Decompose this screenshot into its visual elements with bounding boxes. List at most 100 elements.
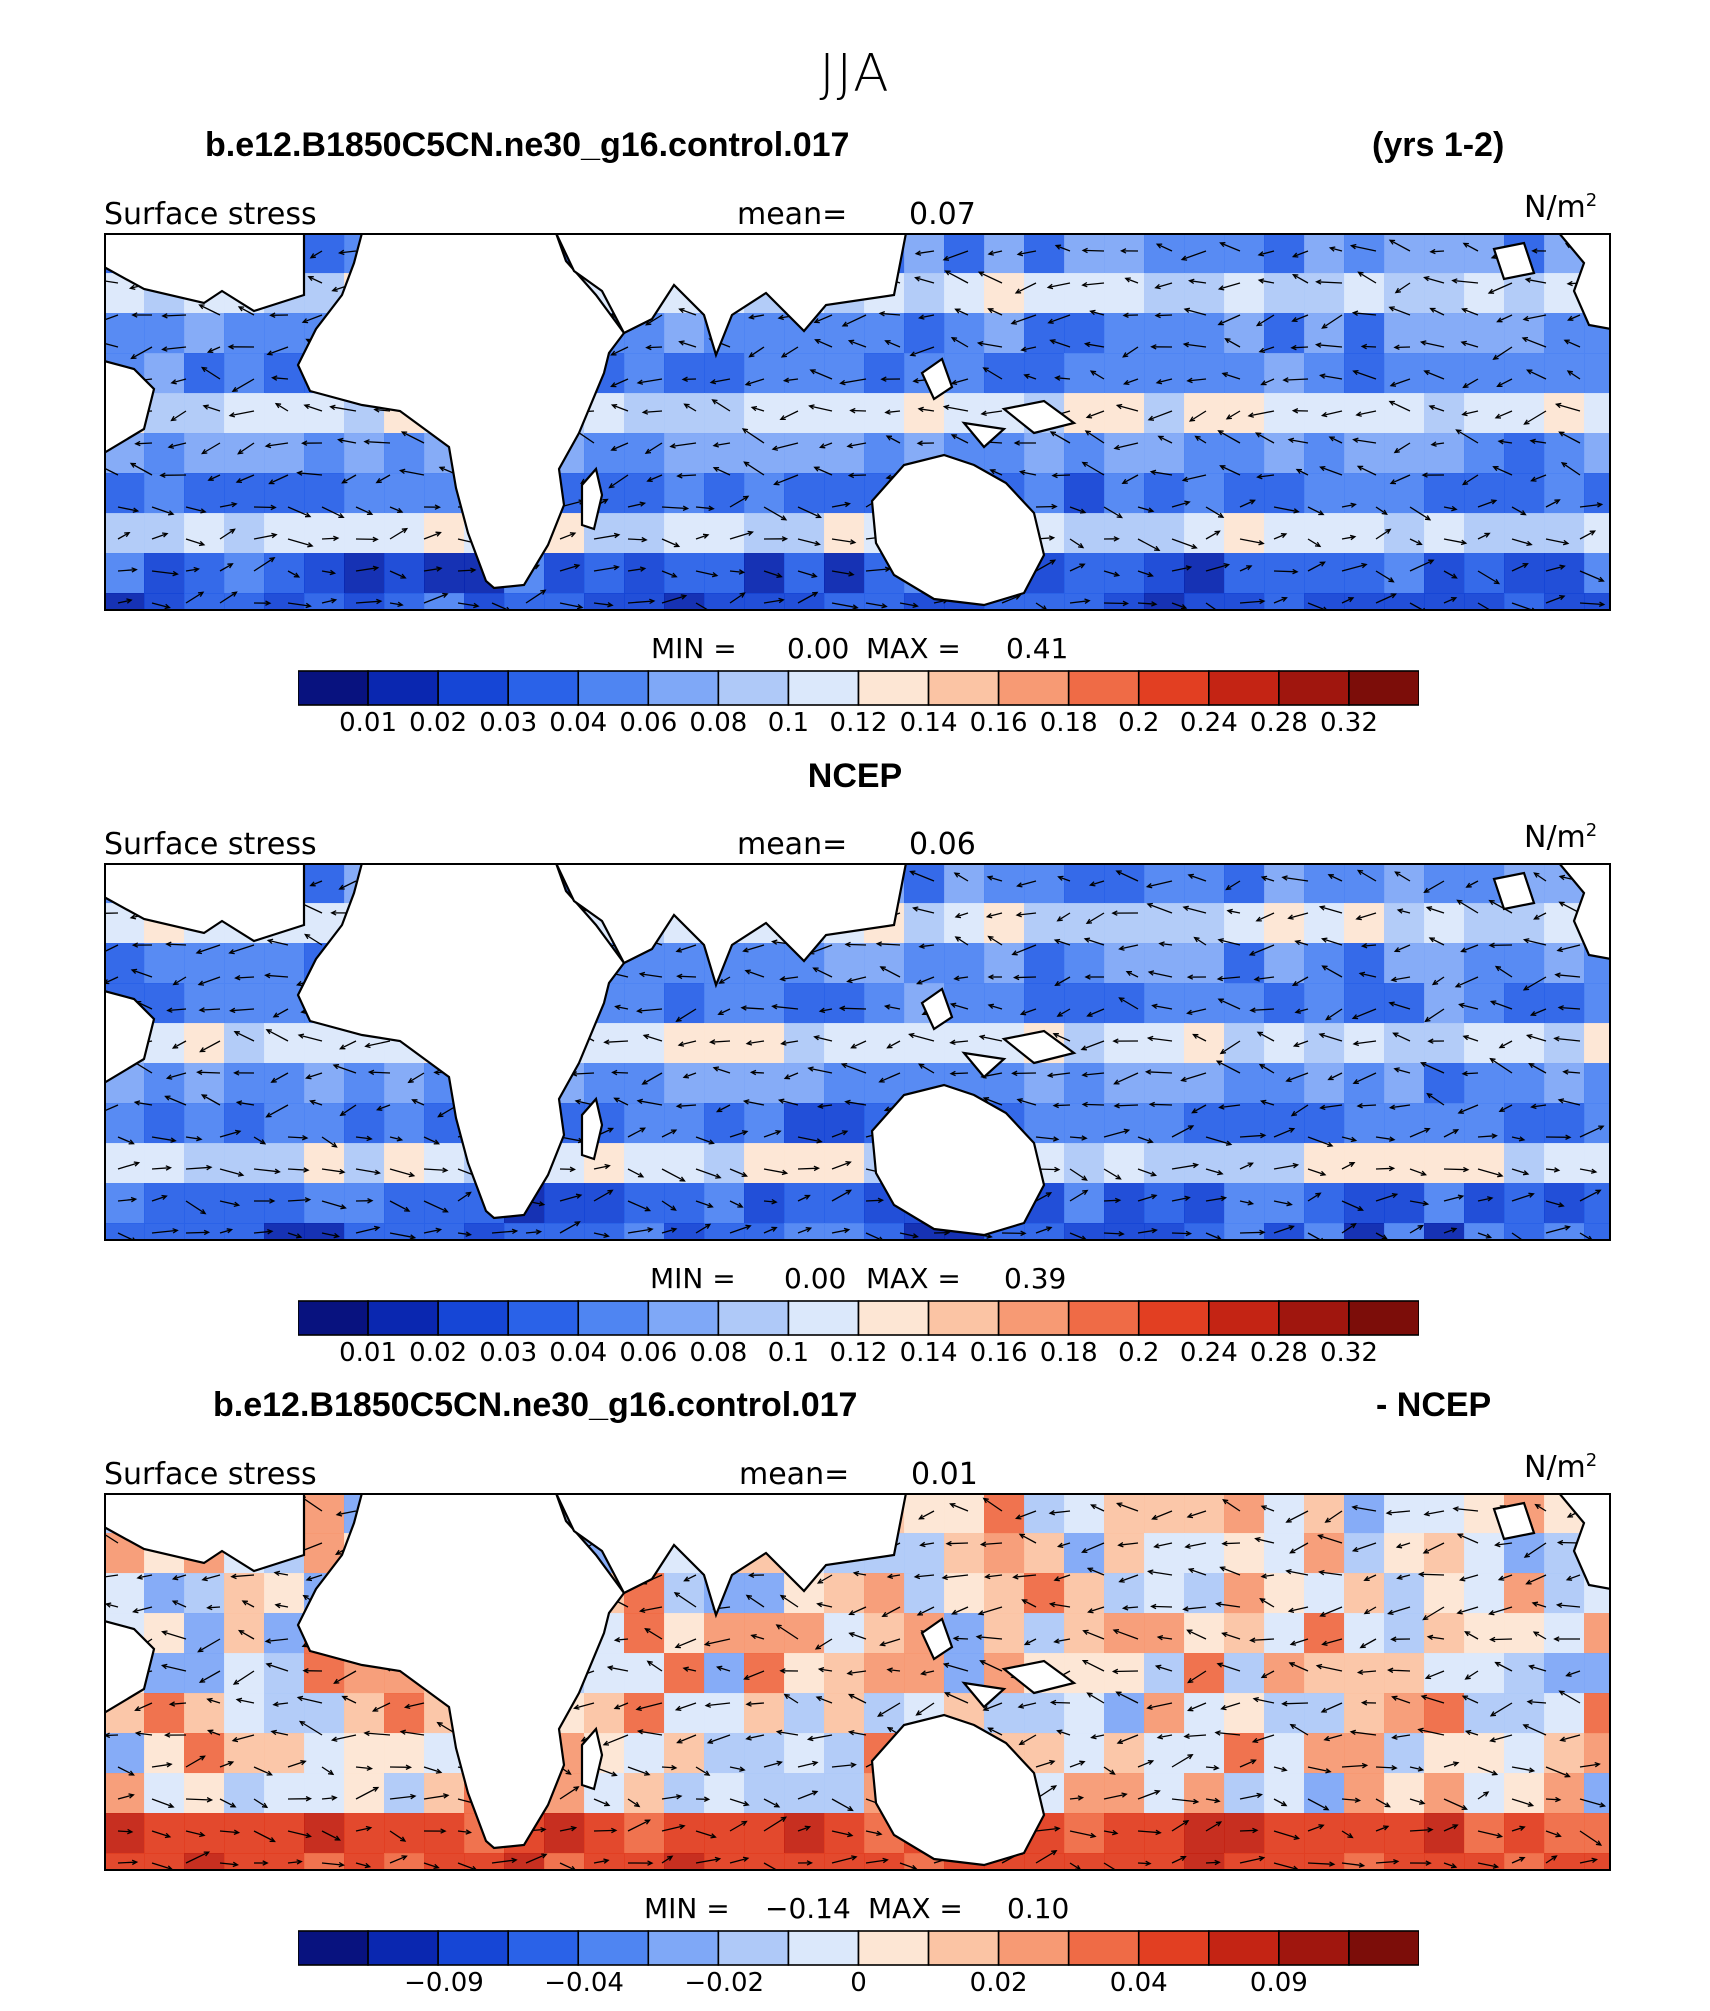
stress-vector: [233, 1070, 255, 1076]
field-cell: [1184, 473, 1225, 514]
stress-vector: [305, 1072, 323, 1080]
stress-vector: [986, 875, 1003, 882]
stress-vector: [1205, 1195, 1228, 1202]
field-cell: [984, 863, 1025, 904]
stress-vector: [1417, 1571, 1445, 1578]
stress-vector: [987, 250, 1003, 256]
field-cell: [1384, 1023, 1425, 1064]
field-cell: [864, 1653, 905, 1694]
stress-vector: [1035, 1192, 1053, 1202]
stress-vector: [744, 969, 765, 978]
colorbar-swatch: [298, 1930, 369, 1966]
field-cell: [1184, 1063, 1225, 1104]
stress-vector: [942, 404, 969, 412]
stress-vector: [729, 495, 750, 508]
field-cell: [1064, 313, 1105, 354]
stress-vector: [1084, 430, 1105, 444]
stress-vector: [1186, 1008, 1207, 1016]
stress-vector: [1054, 375, 1071, 381]
field-cell: [264, 1853, 305, 1871]
stress-vector: [104, 1531, 119, 1544]
stress-vector: [151, 506, 175, 516]
field-cell: [1464, 1853, 1505, 1871]
stress-vector: [1239, 1200, 1255, 1206]
field-cell: [1464, 593, 1505, 611]
stress-vector: [846, 976, 867, 984]
stress-vector: [1258, 346, 1275, 353]
stress-vector: [1579, 570, 1605, 582]
stress-vector: [681, 376, 697, 382]
stress-vector: [117, 1828, 134, 1835]
stress-vector: [797, 591, 819, 604]
stress-vector: [1422, 1606, 1445, 1621]
stress-vector: [1375, 570, 1395, 583]
stress-vector: [389, 1855, 408, 1864]
panel2-units: N/m2: [1524, 820, 1598, 855]
field-cell: [344, 1143, 385, 1184]
stress-vector: [683, 1574, 697, 1582]
stress-vector: [613, 1097, 629, 1106]
stress-vector: [1205, 1168, 1224, 1176]
stress-vector: [198, 1670, 221, 1683]
field-cell: [1344, 1023, 1385, 1064]
panel1-min-value: 0.00: [787, 632, 850, 665]
field-cell: [624, 1613, 665, 1654]
stress-vector: [333, 1670, 357, 1684]
field-cell: [624, 513, 665, 554]
stress-vector: [1323, 1734, 1343, 1742]
stress-vector: [763, 597, 785, 604]
stress-vector: [661, 1227, 678, 1234]
colorbar-tick-label: 0.04: [549, 708, 608, 738]
stress-vector: [729, 530, 754, 540]
stress-vector: [1085, 912, 1105, 925]
colorbar-swatch: [437, 1930, 509, 1966]
field-cell: [384, 1103, 425, 1144]
stress-vector: [1545, 499, 1561, 508]
panel1-min-label: MIN =: [651, 632, 737, 665]
field-cell: [1264, 433, 1305, 474]
field-cell: [264, 943, 305, 984]
stress-vector: [237, 442, 255, 455]
stress-vector: [1103, 570, 1121, 577]
field-cell: [664, 1813, 705, 1854]
field-cell: [1104, 273, 1145, 314]
stress-vector: [1125, 971, 1139, 978]
field-cell: [1264, 863, 1305, 904]
stress-vector: [274, 1602, 289, 1609]
field-cell: [664, 353, 705, 394]
stress-vector: [104, 467, 119, 476]
field-cell: [504, 1853, 545, 1871]
stress-vector: [129, 462, 153, 476]
stress-vector: [1545, 1167, 1561, 1173]
field-cell: [744, 433, 785, 474]
field-cell: [1064, 1533, 1105, 1574]
colorbar-swatch: [577, 1930, 650, 1966]
colorbar-swatch: [717, 1300, 790, 1336]
panel1-units: N/m2: [1524, 190, 1598, 225]
field-cell: [1544, 553, 1585, 594]
stress-vector: [202, 404, 221, 412]
stress-vector: [593, 1163, 611, 1170]
stress-vector: [1049, 431, 1071, 444]
landmass: [104, 1619, 156, 1715]
field-cell: [144, 1813, 185, 1854]
stress-vector: [330, 1734, 357, 1742]
stress-vector: [865, 1830, 883, 1837]
island: [1492, 871, 1536, 911]
stress-vector: [1423, 370, 1445, 380]
field-cell: [184, 593, 225, 611]
field-cell: [1344, 1693, 1385, 1734]
stress-vector: [1464, 1729, 1479, 1736]
field-cell: [224, 1733, 265, 1774]
stress-vector: [1081, 247, 1105, 254]
field-cell: [1184, 273, 1225, 314]
stress-vector: [171, 1600, 187, 1608]
stress-vector: [627, 1168, 645, 1178]
field-cell: [304, 233, 345, 274]
stress-vector: [117, 598, 133, 604]
stress-vector: [457, 1829, 473, 1835]
field-cell: [1144, 593, 1185, 611]
field-cell: [1064, 1223, 1105, 1241]
stress-vector: [627, 501, 647, 508]
stress-vector: [200, 442, 221, 455]
